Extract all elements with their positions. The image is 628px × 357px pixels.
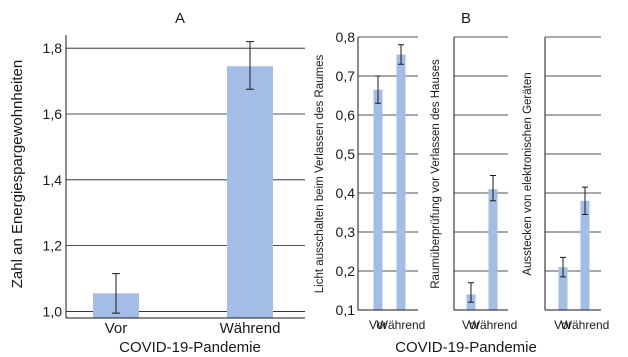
y-tick-label: 0,2 <box>336 263 356 279</box>
error-bar <box>468 282 474 303</box>
x-tick-label: Während <box>469 318 518 332</box>
error-bar <box>582 186 588 215</box>
y-tick-label: 1,6 <box>43 106 63 122</box>
y-tick-label: 1,8 <box>43 40 63 56</box>
panel-b-y-tick-labels: 0,1 0,2 0,3 0,4 0,5 0,6 0,7 0,8 <box>336 29 356 318</box>
panel-label-b: B <box>461 10 471 27</box>
panel-a-y-axis-label: Zahl an Energiespargewohnheiten <box>9 60 26 289</box>
y-tick-label: 0,4 <box>336 185 356 201</box>
x-tick-label: Vor <box>554 318 572 332</box>
bar <box>580 200 590 310</box>
x-tick-label: Vor <box>462 318 480 332</box>
x-tick-label: Während <box>561 318 610 332</box>
y-tick-label: 0,1 <box>336 302 356 318</box>
error-bar <box>246 41 254 90</box>
y-tick-label: 0,3 <box>336 224 356 240</box>
y-tick-label: 0,5 <box>336 146 356 162</box>
bar <box>558 267 568 310</box>
panel-a-bars <box>66 41 305 319</box>
error-bar <box>490 174 496 202</box>
bar <box>488 189 498 310</box>
y-tick-label: 1,0 <box>43 303 63 319</box>
error-bar <box>560 256 566 278</box>
error-bar <box>112 273 120 314</box>
x-tick-label: Vor <box>105 320 128 337</box>
y-tick-label: 1,4 <box>43 172 63 188</box>
x-tick-label: Während <box>377 318 426 332</box>
panel-a-x-axis-label: COVID-19-Pandemie <box>119 339 261 356</box>
bar <box>227 66 273 318</box>
panel-b-y-axis-labels: Licht ausschalten beim Verlassen des Rau… <box>314 55 534 294</box>
y-axis-label: Licht ausschalten beim Verlassen des Rau… <box>314 55 326 294</box>
y-axis-label: Ausstecken von elektronischen Geräten <box>522 72 534 275</box>
panel-a: A 1,0 1,2 1,4 1,6 1,8 Vor Während Zahl an Ene… <box>9 10 305 356</box>
error-bar <box>375 75 381 104</box>
x-tick-label: Vor <box>369 318 387 332</box>
y-tick-label: 0,7 <box>336 68 356 84</box>
panel-b-gridlines <box>357 36 601 311</box>
panel-b-bars <box>358 44 601 311</box>
panel-b-x-axis-label: COVID-19-Pandemie <box>395 339 537 356</box>
y-axis-label: Raumüberprüfung vor Verlassen des Hauses <box>430 59 442 289</box>
y-tick-label: 1,2 <box>43 238 63 254</box>
panel-a-y-tick-labels: 1,0 1,2 1,4 1,6 1,8 <box>43 40 63 319</box>
panel-label-a: A <box>175 10 185 27</box>
y-tick-label: 0,6 <box>336 107 356 123</box>
x-tick-label: Während <box>220 320 281 337</box>
y-tick-label: 0,8 <box>336 29 356 45</box>
bar <box>396 54 406 310</box>
panel-a-x-tick-labels: Vor Während <box>105 320 281 337</box>
error-bar <box>398 44 404 65</box>
bar <box>373 89 383 311</box>
